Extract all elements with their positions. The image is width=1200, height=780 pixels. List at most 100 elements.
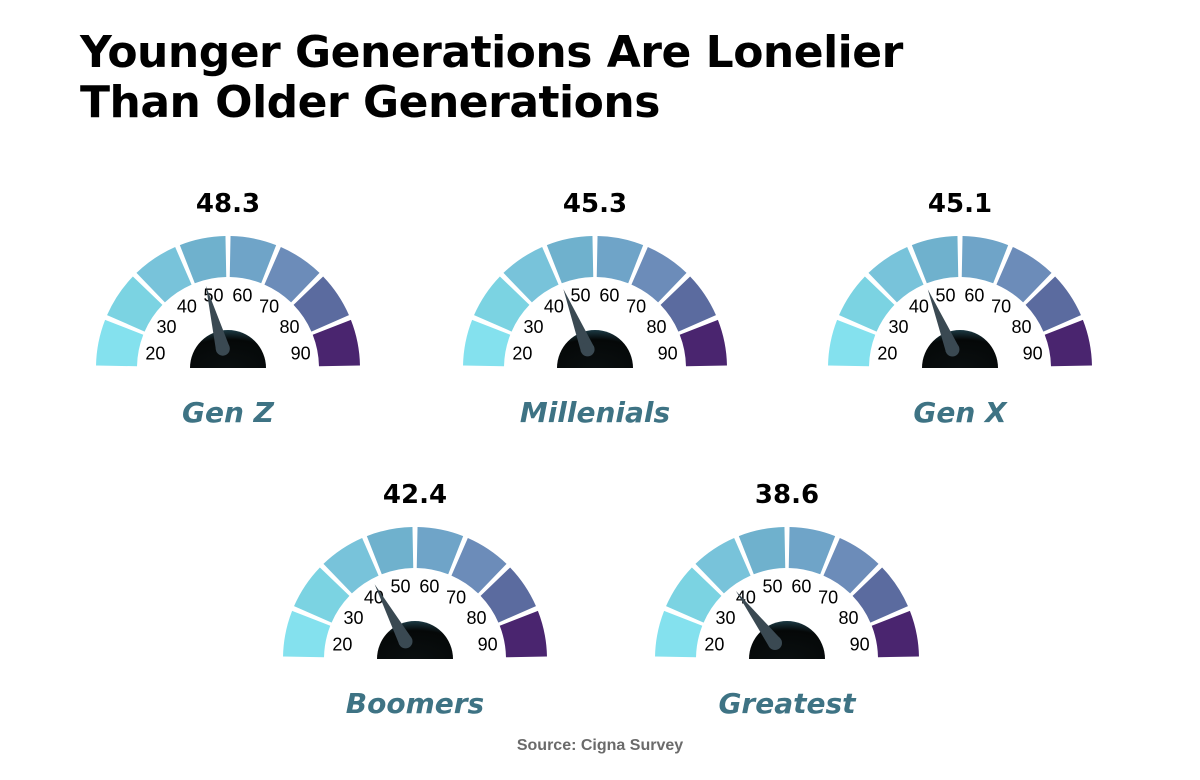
gauge-segment [868, 247, 924, 303]
gauge-category-label: Gen X [913, 396, 1008, 429]
gauge-segment [451, 538, 507, 594]
gauge-tick-label: 30 [523, 317, 543, 337]
chart-title-line-1: Younger Generations Are Lonelier [80, 27, 903, 78]
gauge-segment [788, 527, 836, 575]
gauge-tick-label: 90 [850, 635, 870, 655]
gauge-tick-label: 90 [478, 635, 498, 655]
gauge-tick-label: 60 [599, 285, 619, 305]
gauge-tick-label: 40 [909, 296, 929, 316]
gauge-tick-label: 30 [156, 317, 176, 337]
gauge-segment [96, 319, 144, 367]
gauge-tick-label: 80 [647, 317, 667, 337]
gauge-segment [852, 567, 908, 623]
gauge-value-label: 48.3 [196, 189, 260, 219]
gauge-tick-label: 80 [280, 317, 300, 337]
gauge-segment [503, 247, 559, 303]
gauge-segment [679, 319, 727, 367]
gauge-tick-label: 60 [964, 285, 984, 305]
gauge-tick-label: 20 [877, 344, 897, 364]
gauge-tick-label: 90 [658, 344, 678, 364]
gauge-segment [546, 236, 594, 284]
gauge-tick-label: 40 [544, 296, 564, 316]
gauge-segment [1044, 319, 1092, 367]
gauge-segment [823, 538, 879, 594]
gauge-tick-label: 60 [419, 576, 439, 596]
gauge-segment [1025, 276, 1081, 332]
gauge-tick-label: 50 [571, 285, 591, 305]
gauge-segment [828, 319, 876, 367]
gauge-tick-label: 70 [259, 296, 279, 316]
gauge-segment [961, 236, 1009, 284]
gauge-needle [563, 289, 595, 353]
gauge-segment [631, 247, 687, 303]
gauge-value-label: 38.6 [755, 480, 819, 510]
gauge-segment [136, 247, 192, 303]
gauge-segment [660, 276, 716, 332]
gauge-segment [839, 276, 895, 332]
gauge-segment [179, 236, 227, 284]
gauge-tick-label: 80 [1012, 317, 1032, 337]
gauge-segment [293, 276, 349, 332]
gauge-segment [871, 610, 919, 658]
gauge-tick-label: 20 [704, 635, 724, 655]
gauge-tick-label: 70 [446, 587, 466, 607]
gauge-segment [416, 527, 464, 575]
gauge-segment [264, 247, 320, 303]
gauge-tick-label: 70 [626, 296, 646, 316]
gauge-tick-label: 70 [991, 296, 1011, 316]
gauge-hub [922, 330, 998, 368]
gauge-tick-label: 90 [1023, 344, 1043, 364]
gauge-tick-label: 30 [715, 608, 735, 628]
gauge-tick-label: 90 [291, 344, 311, 364]
gauge-category-label: Greatest [718, 687, 857, 720]
gauge-tick-label: 20 [145, 344, 165, 364]
gauge-segment [294, 567, 350, 623]
gauge-tick-label: 70 [818, 587, 838, 607]
gauge-tick-label: 80 [839, 608, 859, 628]
gauge-segment [695, 538, 751, 594]
gauge-value-label: 45.3 [563, 189, 627, 219]
gauge-tick-label: 60 [232, 285, 252, 305]
gauge-tick-label: 60 [791, 576, 811, 596]
gauge-segment [738, 527, 786, 575]
gauge-needle-pivot [398, 634, 413, 649]
gauge-needle [735, 591, 781, 648]
gauge-segment [283, 610, 331, 658]
chart-title: Younger Generations Are Lonelier Than Ol… [80, 28, 980, 128]
gauge-tick-label: 50 [391, 576, 411, 596]
gauge-needle [374, 584, 412, 645]
gauge-needle-pivot [945, 342, 960, 357]
source-note: Source: Cigna Survey [516, 737, 684, 754]
gauge-segment [596, 236, 644, 284]
gauge-tick-label: 40 [736, 587, 756, 607]
gauge-needle-pivot [767, 636, 782, 651]
gauge-segment [911, 236, 959, 284]
gauge-segment [480, 567, 536, 623]
gauge-hub [377, 621, 453, 659]
gauge-segment [499, 610, 547, 658]
gauge-tick-label: 20 [332, 635, 352, 655]
gauge-needle [927, 289, 959, 353]
gauge-needle-pivot [215, 341, 230, 356]
gauge-category-label: Boomers [346, 687, 484, 720]
gauge-needle [205, 285, 230, 351]
gauge-segment [463, 319, 511, 367]
gauge-segment [655, 610, 703, 658]
gauge-tick-label: 40 [177, 296, 197, 316]
gauge-value-label: 45.1 [928, 189, 992, 219]
gauge-tick-label: 50 [936, 285, 956, 305]
gauge-segment [996, 247, 1052, 303]
gauge-hub [557, 330, 633, 368]
gauge-tick-label: 20 [512, 344, 532, 364]
gauge-tick-label: 50 [763, 576, 783, 596]
gauge-value-label: 42.4 [383, 480, 447, 510]
gauge-tick-label: 30 [343, 608, 363, 628]
gauge-needle-pivot [580, 342, 595, 357]
gauge-tick-label: 30 [888, 317, 908, 337]
